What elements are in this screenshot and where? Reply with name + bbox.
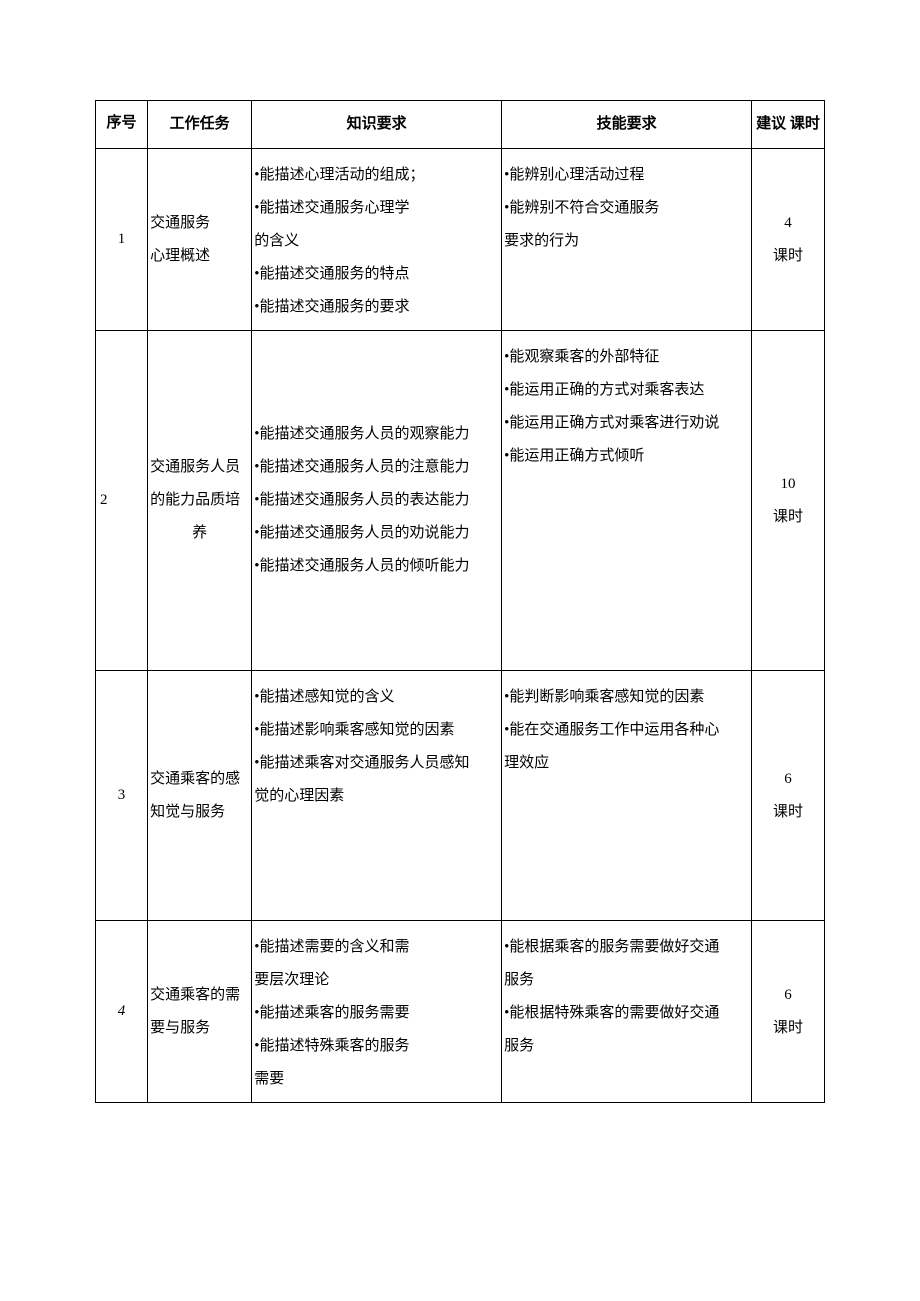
skill-cell: •能观察乘客的外部特征•能运用正确的方式对乘客表达•能运用正确方式对乘客进行劝说…	[502, 331, 752, 671]
task-cell: 交通乘客的感知觉与服务	[148, 671, 252, 921]
knowledge-cell: •能描述心理活动的组成；•能描述交通服务心理学的含义•能描述交通服务的特点•能描…	[252, 149, 502, 331]
seq-cell: 3	[96, 671, 148, 921]
knowledge-cell: •能描述感知觉的含义•能描述影响乘客感知觉的因素•能描述乘客对交通服务人员感知觉…	[252, 671, 502, 921]
task-cell: 交通乘客的需要与服务	[148, 921, 252, 1103]
header-knowledge: 知识要求	[252, 101, 502, 149]
header-task: 工作任务	[148, 101, 252, 149]
knowledge-cell: •能描述需要的含义和需要层次理论•能描述乘客的服务需要•能描述特殊乘客的服务需要	[252, 921, 502, 1103]
table-row: 4交通乘客的需要与服务•能描述需要的含义和需要层次理论•能描述乘客的服务需要•能…	[96, 921, 825, 1103]
hours-cell: 6课时	[752, 671, 825, 921]
table-body: 1交通服务心理概述•能描述心理活动的组成；•能描述交通服务心理学的含义•能描述交…	[96, 149, 825, 1103]
hours-cell: 10课时	[752, 331, 825, 671]
skill-cell: •能辨别心理活动过程•能辨别不符合交通服务要求的行为	[502, 149, 752, 331]
knowledge-cell: •能描述交通服务人员的观察能力•能描述交通服务人员的注意能力•能描述交通服务人员…	[252, 331, 502, 671]
hours-cell: 6课时	[752, 921, 825, 1103]
seq-cell: 1	[96, 149, 148, 331]
hours-cell: 4课时	[752, 149, 825, 331]
seq-cell: 4	[96, 921, 148, 1103]
header-hours: 建议 课时	[752, 101, 825, 149]
header-skill: 技能要求	[502, 101, 752, 149]
table-row: 2交通服务人员的能力品质培养•能描述交通服务人员的观察能力•能描述交通服务人员的…	[96, 331, 825, 671]
seq-cell: 2	[96, 331, 148, 671]
task-cell: 交通服务心理概述	[148, 149, 252, 331]
skill-cell: •能根据乘客的服务需要做好交通服务•能根据特殊乘客的需要做好交通服务	[502, 921, 752, 1103]
table-row: 1交通服务心理概述•能描述心理活动的组成；•能描述交通服务心理学的含义•能描述交…	[96, 149, 825, 331]
header-seq: 序号	[96, 101, 148, 149]
table-row: 3交通乘客的感知觉与服务•能描述感知觉的含义•能描述影响乘客感知觉的因素•能描述…	[96, 671, 825, 921]
curriculum-table: 序号 工作任务 知识要求 技能要求 建议 课时 1交通服务心理概述•能描述心理活…	[95, 100, 825, 1103]
task-cell: 交通服务人员的能力品质培养	[148, 331, 252, 671]
table-header-row: 序号 工作任务 知识要求 技能要求 建议 课时	[96, 101, 825, 149]
skill-cell: •能判断影响乘客感知觉的因素•能在交通服务工作中运用各种心理效应	[502, 671, 752, 921]
